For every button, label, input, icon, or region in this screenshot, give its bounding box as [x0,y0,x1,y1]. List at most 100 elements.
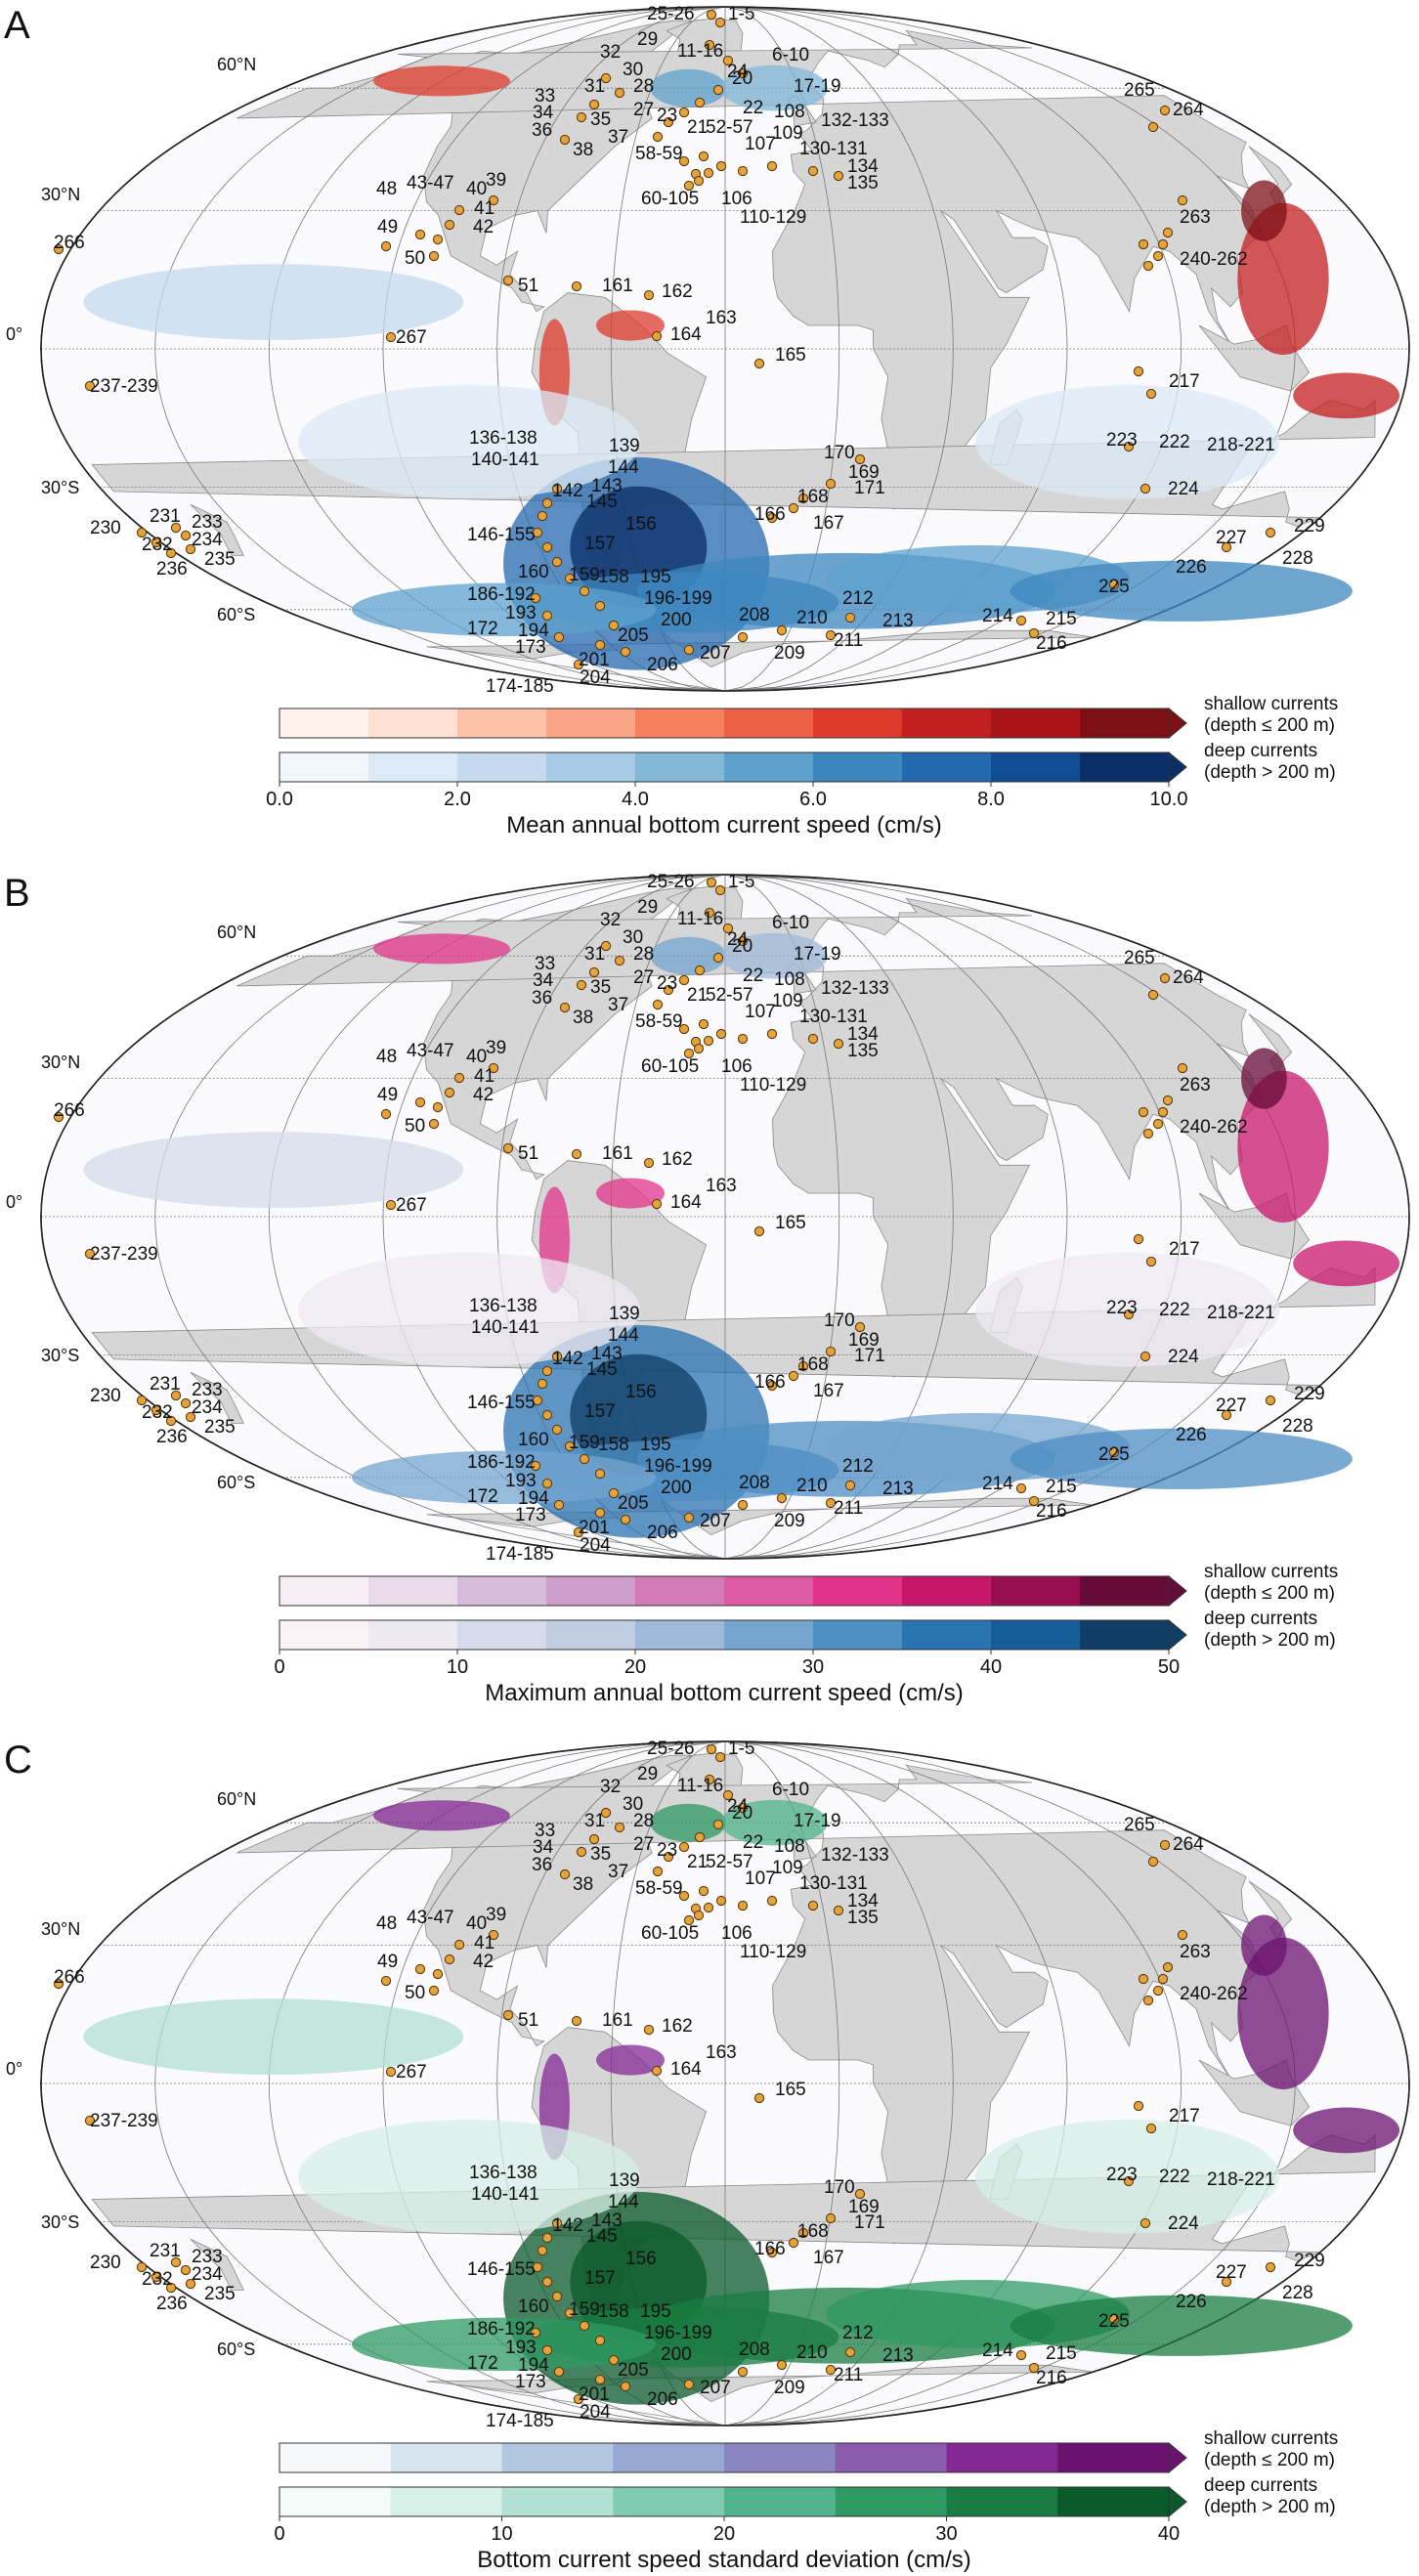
shallow-colorbar-bin [1057,2443,1170,2472]
site-label: 1-5 [728,1739,754,1759]
colorbar-side-label: (depth ≤ 200 m) [1204,1583,1335,1604]
site-label: 200 [661,2344,692,2365]
site-label: 130-131 [799,139,868,159]
site-marker [833,1038,844,1050]
site-label: 216 [1036,633,1067,654]
site-label: 222 [1159,432,1190,452]
site-marker [854,2188,866,2200]
site-label: 32 [600,42,621,63]
site-label: 1-5 [728,872,754,892]
site-marker [797,493,809,504]
site-marker [530,1460,541,1472]
site-marker [678,1841,690,1853]
site-label: 201 [579,1518,610,1538]
site-marker [712,84,724,96]
site-label: 107 [745,1002,776,1022]
site-label: 30 [623,1794,643,1815]
site-label: 164 [670,324,702,345]
site-marker [180,1397,192,1409]
site-marker [698,1018,710,1030]
shallow-colorbar-bin [635,708,725,738]
latitude-label: 30°N [41,185,80,204]
shallow-colorbar-bin [368,1576,458,1606]
study-sites: 1-56-1011-1617-19202122232425-2627282930… [53,1739,1325,2431]
site-label: 33 [535,86,555,107]
shallow-current-patch [596,1178,666,1209]
shallow-current-patch [372,933,510,965]
site-marker [488,1929,499,1941]
site-label: 49 [377,217,398,237]
deep-colorbar-bin [635,752,725,782]
site-label: 231 [150,2241,181,2261]
deep-current-patch [83,1132,464,1209]
deep-current-patch [351,582,657,637]
site-label: 237-239 [90,376,158,397]
site-marker [1159,105,1171,116]
deep-colorbar-bin [457,1620,547,1650]
site-label: 109 [772,1858,803,1878]
site-marker [766,2247,778,2258]
site-label: 22 [743,1832,763,1853]
site-label: 24 [727,929,749,950]
site-marker [737,1802,749,1814]
shallow-colorbar-bin [1080,708,1170,738]
latitude-label: 60°N [217,1789,256,1809]
colorbar-tick-label: 0 [274,1656,284,1678]
site-label: 233 [192,1380,223,1400]
site-label: 264 [1173,967,1204,988]
site-marker [704,907,715,919]
deep-colorbar-bin [390,2487,502,2516]
site-marker [825,1346,837,1357]
site-label: 48 [376,1913,397,1934]
site-label: 204 [580,2402,611,2423]
site-label: 20 [732,936,752,957]
site-label: 143 [591,2211,623,2231]
site-marker [541,2344,553,2356]
site-marker [678,1890,690,1902]
colorbar: shallow currents(depth ≤ 200 m) deep curr… [266,694,1338,838]
colorbar-side-label: (depth > 200 m) [1204,762,1336,783]
site-marker [180,2264,192,2276]
site-label: 266 [54,233,85,253]
site-marker [693,1910,705,1921]
shallow-colorbar-bin [635,1576,725,1606]
site-marker [643,289,655,301]
site-label: 201 [579,650,610,670]
deep-current-patch [298,1252,641,1367]
site-label: 36 [532,120,552,141]
deep-current-patch [298,384,641,499]
shallow-current-patch [1237,1937,1329,2090]
site-marker [1221,2276,1232,2288]
site-marker [559,1002,571,1013]
deep-colorbar-bin [368,1620,458,1650]
site-label: 235 [204,1417,236,1438]
site-marker [594,1507,606,1519]
colorbar-side-label: (depth ≤ 200 m) [1204,2450,1335,2470]
site-label: 265 [1124,80,1155,101]
site-marker [715,160,727,172]
map-border [40,1740,1410,2426]
site-marker [1147,1856,1159,1868]
site-label: 236 [156,2294,188,2314]
site-marker [444,1087,455,1098]
colorbar-tick-label: 0.0 [266,789,293,810]
site-label: 204 [580,667,611,688]
site-marker [1142,1995,1154,2006]
site-marker [1123,2175,1135,2187]
site-marker [185,543,196,555]
site-label: 218-221 [1207,435,1275,455]
site-label: 135 [847,1908,879,1928]
site-marker [541,1478,553,1489]
site-label: 237-239 [90,1244,158,1265]
site-label: 158 [598,2301,629,2322]
site-marker [1265,527,1276,538]
site-marker [678,107,690,118]
site-label: 207 [700,643,731,664]
deep-colorbar-bin [280,1620,369,1650]
site-marker [683,1048,695,1059]
site-label: 168 [797,487,829,507]
site-label: 222 [1159,1300,1190,1320]
colorbar-side-label: deep currents [1204,1609,1317,1629]
shallow-colorbar-bin [546,708,636,738]
site-label: 229 [1294,1384,1325,1404]
